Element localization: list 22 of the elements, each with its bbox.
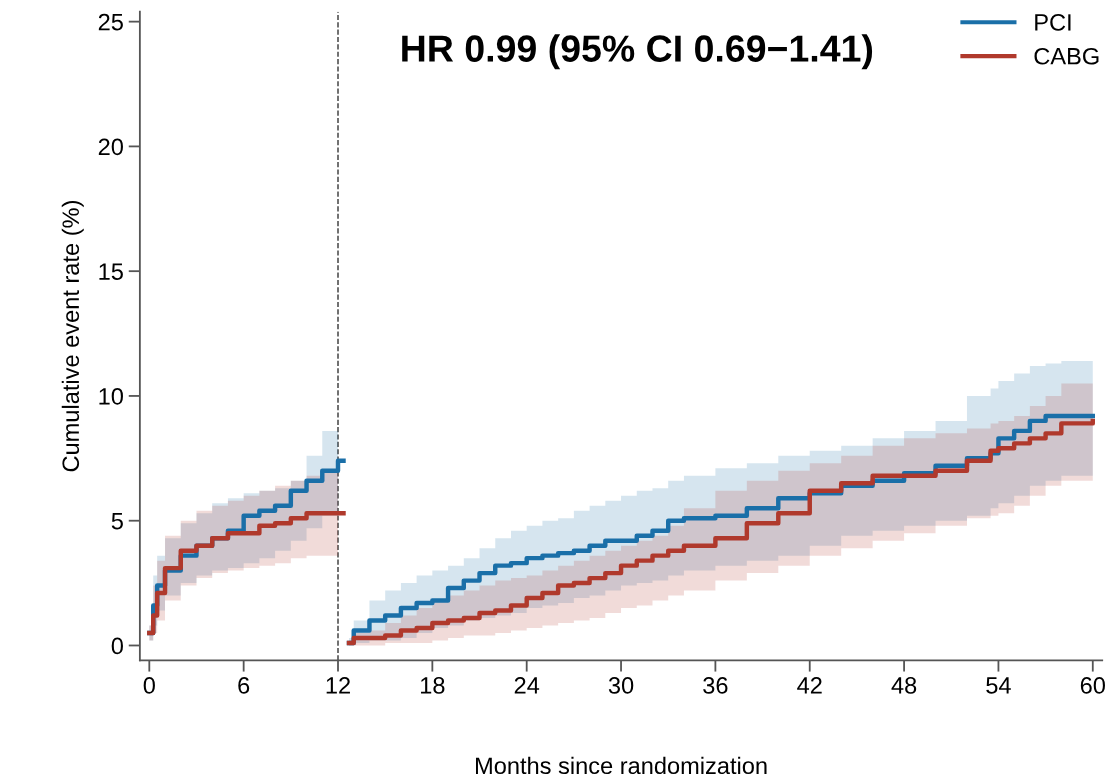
x-axis-title: Months since randomization: [476, 756, 767, 775]
x-tick-label: 24: [514, 677, 540, 694]
x-tick-label: 6: [238, 677, 250, 694]
x-tick-label: 36: [703, 677, 728, 694]
y-tick-label: 25: [98, 13, 123, 31]
legend-label: PCI: [1035, 14, 1071, 31]
y-axis-title: Cumulative event rate (%): [61, 201, 84, 472]
x-tick-label: 12: [326, 677, 350, 694]
x-tick-label: 54: [986, 677, 1011, 694]
y-tick-label: 0: [111, 637, 123, 655]
y-tick-label: 15: [99, 263, 123, 280]
x-tick-label: 42: [797, 677, 822, 694]
annotation: HR 0.99 (95% CI 0.69−1.41): [402, 34, 873, 70]
x-tick-label: 30: [608, 677, 634, 694]
legend-label: CABG: [1034, 47, 1099, 65]
x-tick-label: 0: [143, 677, 155, 694]
y-tick-label: 5: [111, 513, 123, 530]
y-tick-label: 20: [98, 138, 123, 156]
x-tick-label: 48: [891, 677, 917, 694]
y-tick-label: 10: [99, 388, 123, 405]
x-tick-label: 60: [1080, 677, 1105, 694]
x-tick-label: 18: [421, 677, 445, 694]
